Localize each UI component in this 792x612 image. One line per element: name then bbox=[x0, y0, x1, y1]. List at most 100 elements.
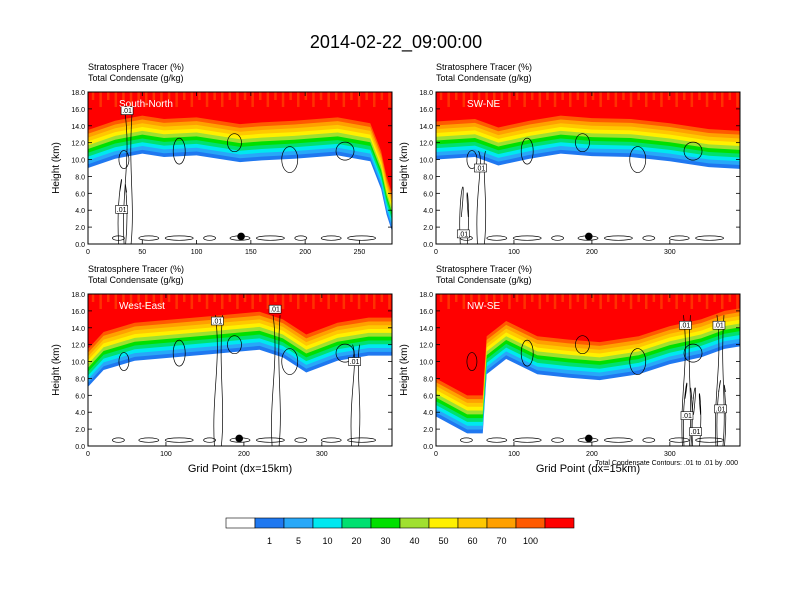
colorbar-label: 60 bbox=[467, 536, 477, 546]
tracer-streak bbox=[152, 92, 156, 100]
x-tick-label: 50 bbox=[138, 249, 146, 256]
y-tick-label: 0.0 bbox=[75, 242, 85, 249]
tracer-streak bbox=[289, 294, 292, 302]
contour-label-box bbox=[348, 357, 361, 366]
y-tick-label: 10.0 bbox=[71, 158, 85, 165]
tracer-streak bbox=[91, 92, 95, 100]
tracer-streak bbox=[439, 294, 443, 302]
contour-loop bbox=[335, 343, 355, 363]
panel-label: West-East bbox=[119, 301, 165, 312]
contour-loop bbox=[575, 335, 590, 355]
condensate-contours bbox=[460, 315, 727, 446]
y-tick-label: 10.0 bbox=[419, 158, 433, 165]
tracer-streak bbox=[508, 294, 511, 309]
tracer-streak bbox=[637, 294, 640, 302]
tracer-streak bbox=[297, 92, 300, 107]
y-tick-label: 16.0 bbox=[419, 107, 433, 114]
tracer-streak bbox=[683, 294, 686, 302]
tracer-streak bbox=[129, 92, 133, 107]
tracer-streak bbox=[167, 92, 171, 100]
tracer-streak bbox=[576, 294, 580, 302]
contour-line bbox=[117, 179, 128, 244]
contour-blob bbox=[551, 235, 564, 241]
tracer-streak bbox=[493, 92, 496, 107]
contour-loop bbox=[629, 146, 647, 173]
tracer-streak bbox=[205, 294, 209, 309]
y-tick-label: 4.0 bbox=[423, 208, 433, 215]
contour-blob bbox=[486, 437, 508, 443]
tracer-streak bbox=[576, 92, 580, 100]
tracer-streak bbox=[137, 92, 140, 100]
contour-label: .01 bbox=[476, 166, 486, 173]
contour-loop bbox=[466, 150, 478, 169]
y-tick-label: 12.0 bbox=[419, 141, 433, 148]
contour-label-box bbox=[211, 316, 224, 326]
y-tick-label: 6.0 bbox=[423, 191, 433, 198]
tracer-streak bbox=[388, 294, 391, 309]
tracer-field bbox=[88, 294, 392, 387]
x-tick-label: 200 bbox=[586, 451, 598, 458]
tracer-streak bbox=[175, 294, 178, 309]
contour-blob bbox=[604, 437, 633, 443]
plot-frame bbox=[435, 91, 741, 245]
colorbar-swatch bbox=[486, 517, 517, 529]
tracer-streak bbox=[728, 92, 732, 100]
condensate-contours bbox=[112, 315, 376, 446]
y-tick-label: 16.0 bbox=[71, 107, 85, 114]
y-tick-label: 2.0 bbox=[423, 427, 433, 434]
x-tick-label: 100 bbox=[160, 451, 172, 458]
contour-label: .01 bbox=[213, 319, 223, 326]
x-tick-label: 0 bbox=[86, 451, 90, 458]
contour-loop bbox=[172, 339, 186, 367]
panel-line1: Stratosphere Tracer (%) bbox=[88, 264, 184, 274]
figure-title: 2014-02-22_09:00:00 bbox=[309, 32, 483, 52]
contour-label: .01 bbox=[714, 323, 724, 330]
contour-footnote: Total Condensate Contours: .01 to .01 by… bbox=[595, 460, 738, 467]
tracer-streak bbox=[721, 92, 724, 107]
tracer-streak bbox=[538, 294, 542, 309]
tracer-streak bbox=[561, 92, 564, 100]
tracer-streak bbox=[599, 294, 602, 309]
tracer-streak bbox=[304, 294, 308, 302]
location-marker bbox=[584, 434, 593, 443]
tracer-streak bbox=[350, 294, 353, 302]
y-tick-label: 14.0 bbox=[419, 326, 433, 333]
tracer-streak bbox=[335, 92, 338, 100]
tracer-streak bbox=[388, 92, 391, 107]
y-tick-label: 14.0 bbox=[71, 124, 85, 131]
tracer-streak bbox=[228, 294, 232, 302]
tracer-streak bbox=[190, 92, 194, 107]
tracer-band-11 bbox=[436, 92, 740, 131]
tracer-streak bbox=[584, 92, 587, 107]
colorbar: 1 5 10 20 30 40 50 60 70 100 bbox=[225, 517, 575, 546]
colorbar-swatch bbox=[312, 517, 343, 529]
x-tick-label: 0 bbox=[434, 451, 438, 458]
y-tick-label: 6.0 bbox=[75, 393, 85, 400]
tracer-streak bbox=[569, 92, 572, 107]
tracer-streak bbox=[713, 294, 716, 302]
contour-loop bbox=[172, 137, 186, 165]
colorbar-label: 20 bbox=[351, 536, 361, 546]
tracer-streak bbox=[327, 92, 330, 107]
plot-frame bbox=[435, 293, 741, 447]
contour-label-box bbox=[115, 205, 128, 214]
tracer-streak bbox=[380, 294, 384, 302]
colorbar-swatch bbox=[283, 517, 314, 529]
contour-blob bbox=[112, 437, 125, 443]
tracer-streak bbox=[213, 92, 216, 100]
contour-label-box bbox=[456, 229, 470, 239]
colorbar-label: 40 bbox=[409, 536, 419, 546]
colorbar-label: 70 bbox=[496, 536, 506, 546]
tracer-band-11 bbox=[88, 294, 392, 349]
contour-label: .01 bbox=[458, 231, 468, 238]
tracer-streak bbox=[599, 92, 602, 107]
tracer-streak bbox=[190, 294, 194, 309]
y-tick-label: 12.0 bbox=[419, 343, 433, 350]
contour-label-box bbox=[679, 320, 692, 330]
tracer-streak bbox=[508, 92, 511, 107]
tracer-streak bbox=[198, 294, 201, 302]
x-tick-label: 200 bbox=[299, 249, 311, 256]
tracer-streak bbox=[380, 92, 384, 100]
tracer-streak bbox=[645, 92, 648, 107]
tracer-streak bbox=[129, 294, 133, 309]
